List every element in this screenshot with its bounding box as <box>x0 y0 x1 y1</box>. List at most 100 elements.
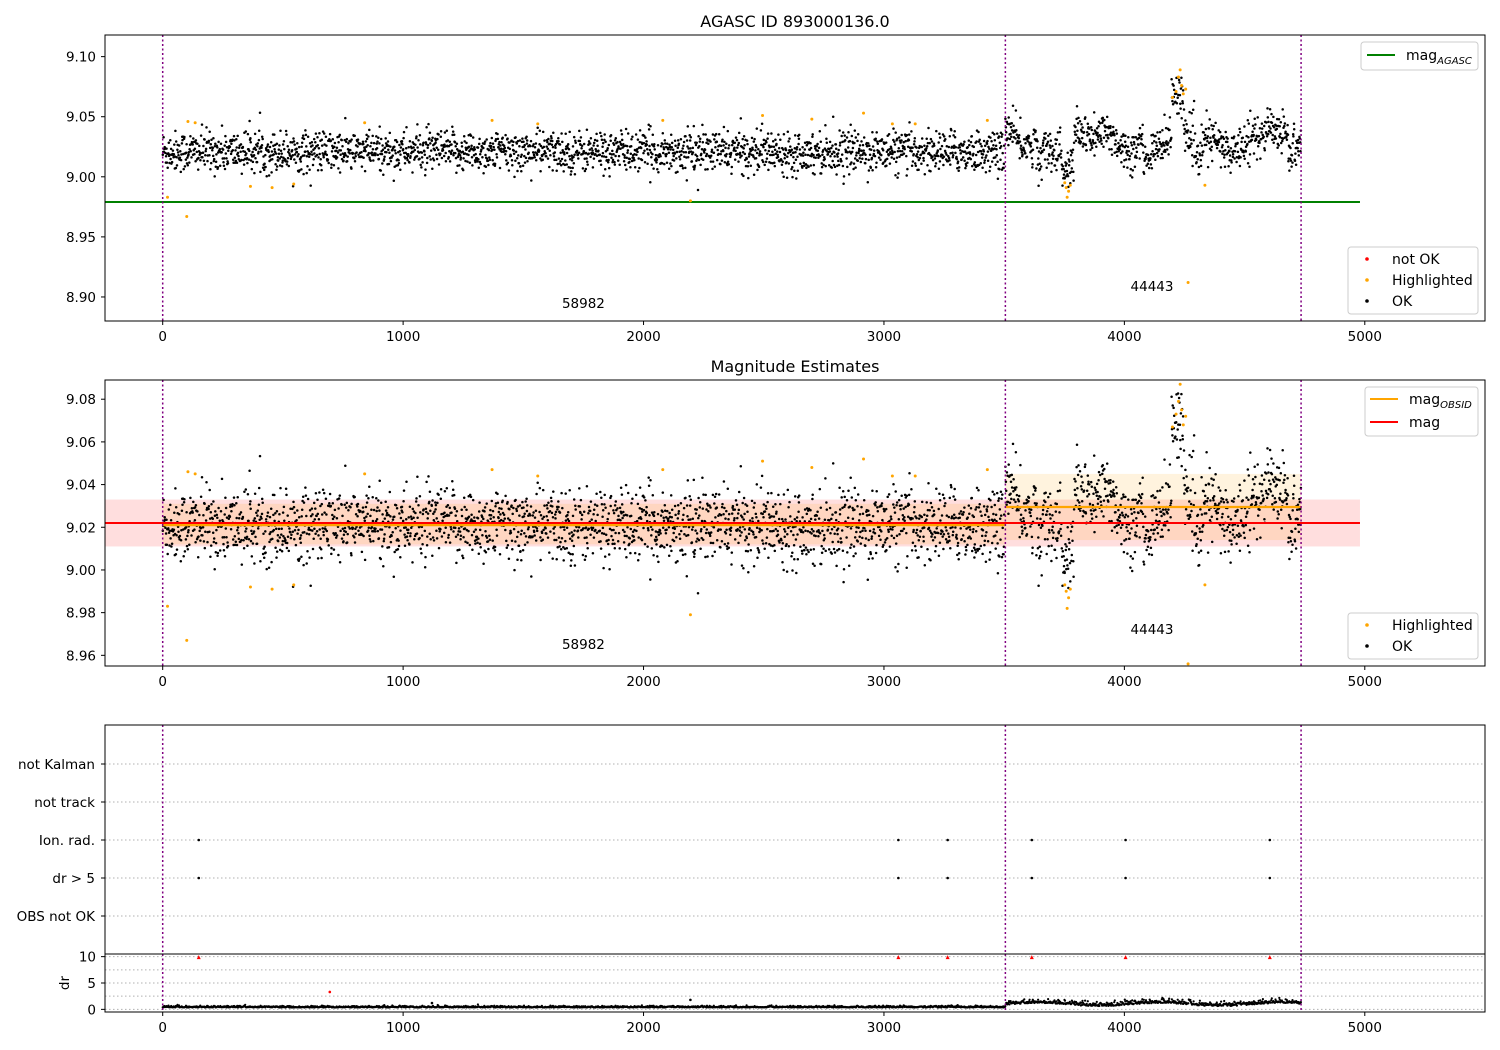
ok-point <box>656 555 659 558</box>
ok-point <box>929 170 932 173</box>
ok-point <box>609 504 612 508</box>
ok-point <box>411 561 414 564</box>
ok-point <box>1259 157 1262 160</box>
ok-point <box>420 534 424 537</box>
ok-point <box>467 515 471 518</box>
ok-point <box>542 528 545 532</box>
ok-point <box>312 501 316 505</box>
ok-point <box>591 149 594 152</box>
ok-point <box>902 152 906 155</box>
ok-point <box>226 541 229 544</box>
ok-point <box>538 510 541 514</box>
ok-point <box>893 140 896 143</box>
ok-point <box>839 157 842 161</box>
ok-point <box>1046 140 1050 143</box>
ok-point <box>895 137 899 141</box>
ok-point <box>1101 116 1105 120</box>
ok-point <box>706 167 709 171</box>
ok-point <box>989 136 992 139</box>
ok-point <box>285 160 289 163</box>
ok-point <box>684 496 687 500</box>
ok-point <box>418 536 421 540</box>
ok-point <box>493 164 497 168</box>
ok-point <box>713 138 716 141</box>
ok-point <box>218 164 222 168</box>
ok-point <box>1296 147 1299 150</box>
ok-point <box>1151 149 1154 153</box>
ok-point <box>517 544 521 547</box>
ok-point <box>802 161 806 165</box>
ok-point <box>1130 143 1134 147</box>
ok-point <box>1252 152 1256 155</box>
ok-point <box>761 512 764 516</box>
ok-point <box>460 145 464 148</box>
ok-point <box>311 547 315 551</box>
ok-point <box>407 152 410 156</box>
ok-point <box>177 144 181 147</box>
ok-point <box>614 531 617 535</box>
ok-point <box>622 142 625 146</box>
ok-point <box>816 510 819 514</box>
ok-point <box>669 494 673 497</box>
ok-point <box>517 530 520 534</box>
ok-point <box>275 165 279 168</box>
ok-point <box>941 133 945 136</box>
ok-point <box>434 503 438 507</box>
ok-point <box>1070 167 1074 170</box>
ok-point <box>1156 131 1159 134</box>
ok-point <box>403 533 406 536</box>
ok-point <box>810 532 813 535</box>
ok-point <box>561 140 564 144</box>
ok-point <box>479 150 483 153</box>
ok-point <box>799 545 802 548</box>
ok-point <box>236 496 239 499</box>
ok-point <box>1076 122 1080 125</box>
ok-point <box>1052 154 1055 157</box>
ok-point <box>1114 128 1118 132</box>
ok-point <box>498 507 501 510</box>
ok-point <box>757 148 760 151</box>
ok-point <box>1281 139 1284 143</box>
ok-point <box>209 168 212 171</box>
ok-point <box>686 155 690 159</box>
ok-point <box>857 149 861 153</box>
ok-point <box>510 539 514 542</box>
ok-point <box>363 169 367 173</box>
ok-point <box>340 138 343 142</box>
ok-point <box>488 538 492 542</box>
ok-point <box>555 558 558 561</box>
highlighted-point <box>1065 195 1069 199</box>
ok-point <box>365 501 369 504</box>
ok-point <box>762 145 765 149</box>
ok-point <box>193 528 196 531</box>
ok-point <box>773 549 777 553</box>
ok-point <box>511 548 514 551</box>
ok-point <box>234 540 238 544</box>
ok-point <box>608 567 611 571</box>
ok-point <box>750 136 754 140</box>
ok-point <box>628 160 631 164</box>
ok-point <box>704 555 707 559</box>
ok-point <box>905 133 909 137</box>
ok-point <box>284 487 288 490</box>
ok-point <box>209 143 213 146</box>
ok-point <box>399 556 402 559</box>
highlighted-point <box>248 184 252 188</box>
ok-point <box>585 536 588 539</box>
ok-point <box>682 151 686 154</box>
ok-point <box>850 496 854 499</box>
ok-point <box>575 149 579 153</box>
ok-point <box>653 143 656 146</box>
ok-point <box>484 530 487 533</box>
ok-point <box>234 159 238 163</box>
ok-point <box>260 517 263 520</box>
ok-point <box>697 516 700 520</box>
ok-point <box>353 134 356 137</box>
ok-point <box>467 145 471 149</box>
ok-point <box>357 153 360 157</box>
ok-point <box>164 151 167 155</box>
ok-point <box>662 147 666 151</box>
ok-point <box>477 552 481 556</box>
ok-point <box>709 541 713 545</box>
ok-point <box>428 532 431 536</box>
